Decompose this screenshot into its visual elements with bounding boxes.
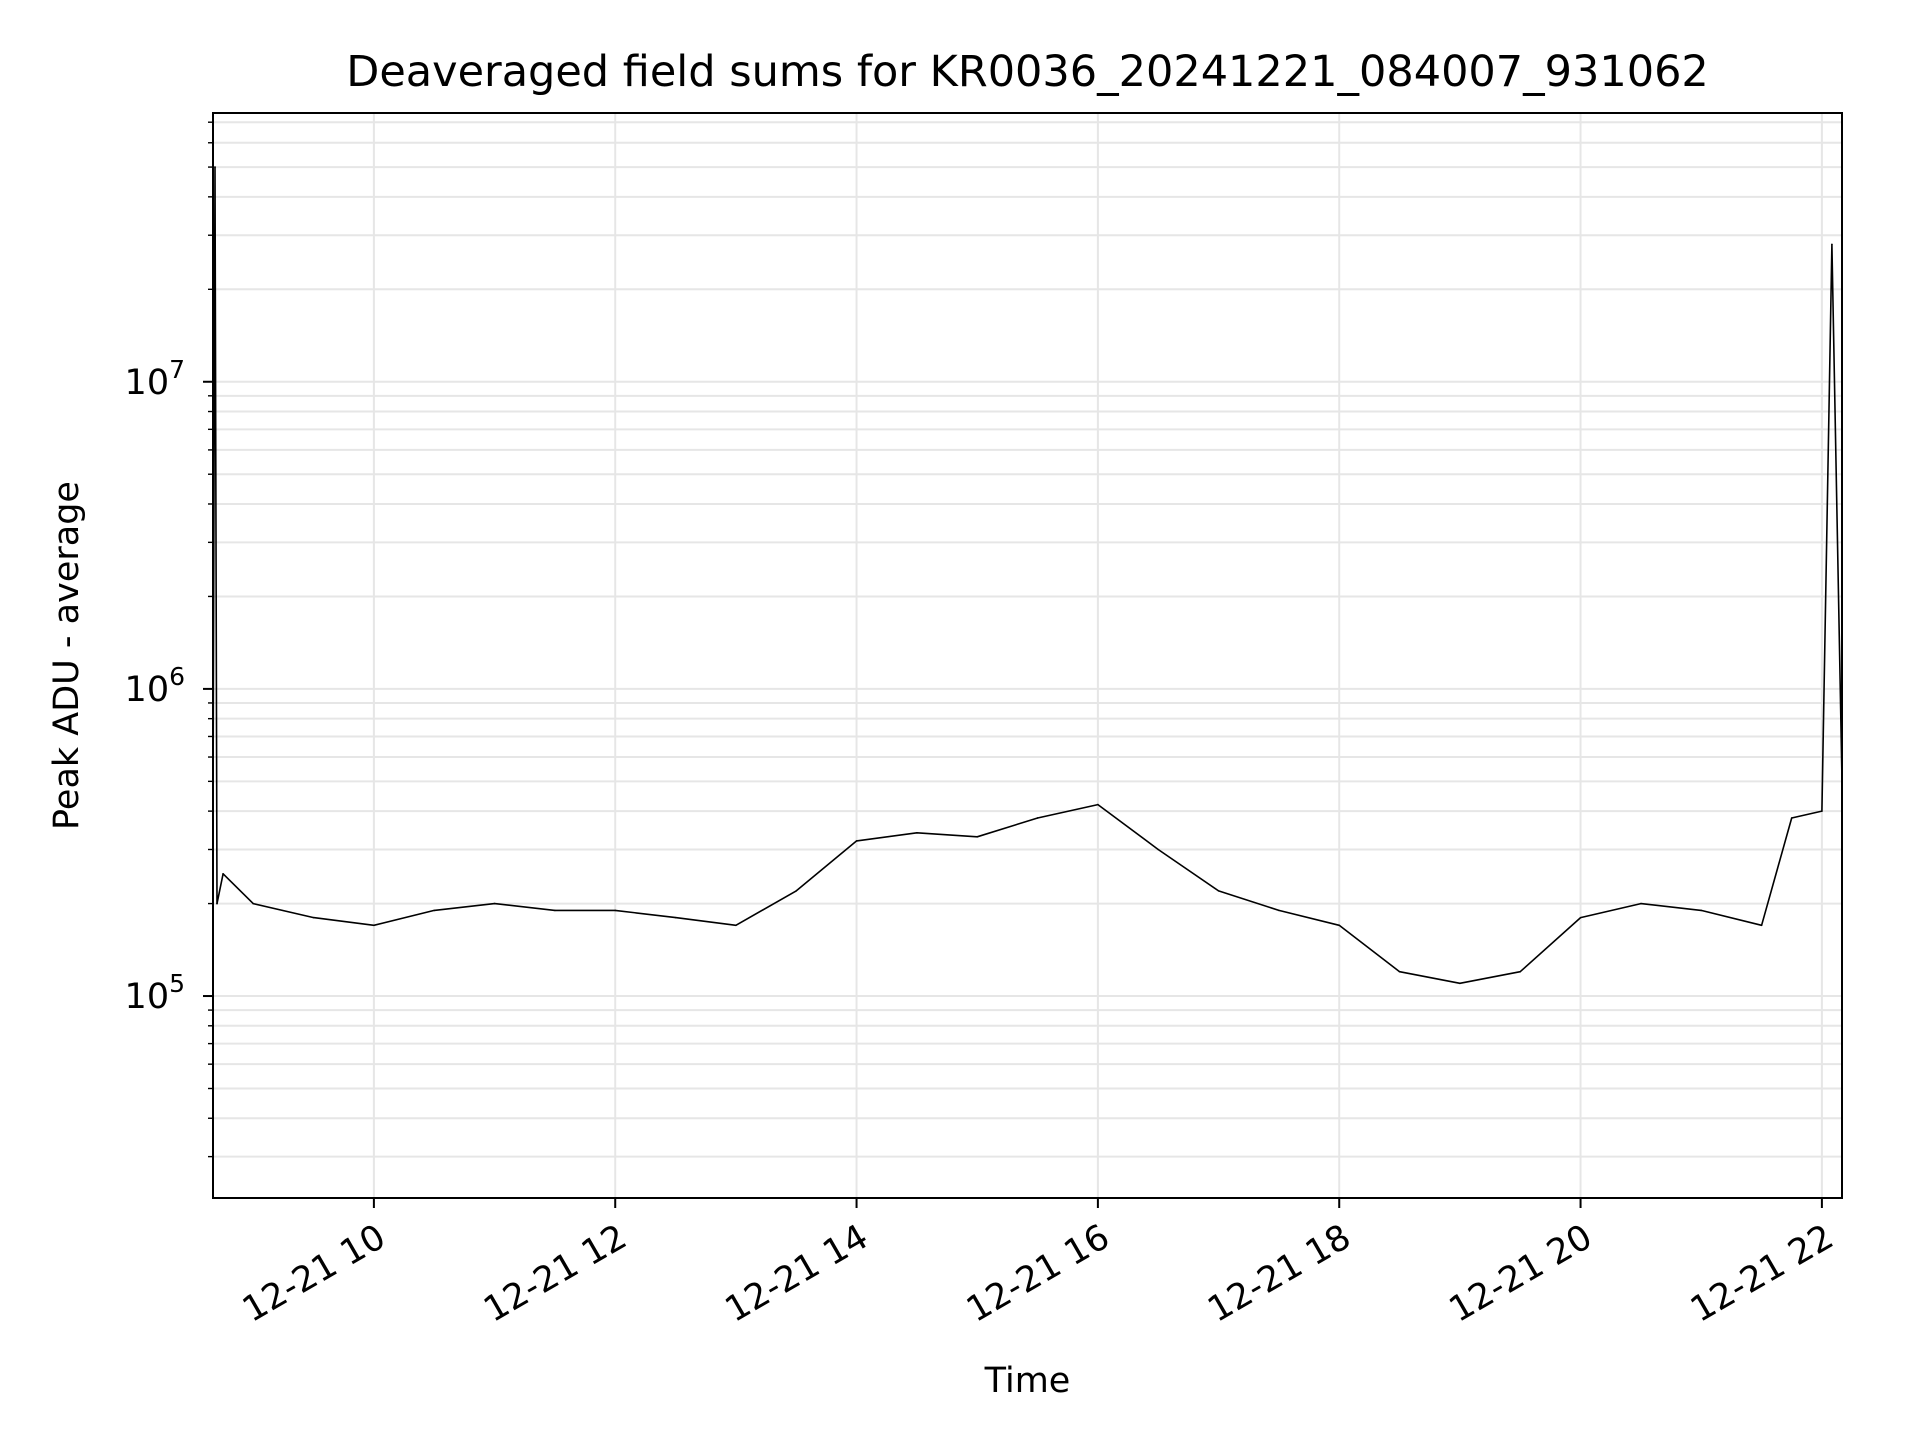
data-point xyxy=(1278,909,1280,912)
data-point xyxy=(252,902,255,905)
y-tick-label-exponent: 7 xyxy=(169,355,185,384)
grid xyxy=(213,113,1842,1198)
series-layer xyxy=(212,166,1843,985)
data-point xyxy=(1459,982,1461,985)
data-point xyxy=(433,909,436,912)
data-point xyxy=(735,924,737,927)
data-point xyxy=(1036,817,1039,819)
y-tick-label-exponent: 5 xyxy=(169,969,185,998)
data-point xyxy=(976,835,979,838)
data-point xyxy=(674,916,677,919)
data-point xyxy=(795,890,798,892)
data-point xyxy=(1579,916,1582,919)
plot-frame xyxy=(212,112,1843,1199)
chart-title: Deaveraged field sums for KR0036_2024122… xyxy=(346,47,1709,97)
series-line xyxy=(212,166,1843,985)
data-point xyxy=(855,840,858,842)
data-point xyxy=(554,909,556,912)
y-tick-label-base: 10 xyxy=(125,670,170,710)
y-tick-label-base: 10 xyxy=(125,977,170,1017)
data-point xyxy=(1831,243,1833,246)
data-point xyxy=(614,909,617,912)
data-point xyxy=(1700,909,1703,912)
y-tick-label: 106 xyxy=(125,662,185,710)
y-tick-label: 107 xyxy=(125,355,185,403)
data-point xyxy=(1519,970,1522,973)
data-point xyxy=(1217,890,1220,892)
y-tick-label-exponent: 6 xyxy=(169,662,185,691)
data-point xyxy=(1790,817,1793,819)
data-point xyxy=(1760,924,1763,927)
data-point xyxy=(1821,810,1823,812)
data-point xyxy=(493,902,496,905)
data-point xyxy=(1338,924,1341,927)
y-tick-label: 105 xyxy=(125,969,185,1017)
data-point xyxy=(916,831,918,834)
data-point xyxy=(373,924,375,927)
y-tick-label-base: 10 xyxy=(125,363,170,403)
data-point xyxy=(216,902,218,905)
data-point xyxy=(214,166,216,168)
data-point xyxy=(222,873,224,875)
data-point xyxy=(1157,848,1160,851)
data-point xyxy=(312,916,315,919)
x-axis-title: Time xyxy=(984,1361,1071,1401)
y-axis-title: Peak ADU - average xyxy=(47,481,87,830)
data-point xyxy=(1398,970,1401,973)
data-point xyxy=(1640,902,1642,905)
data-point xyxy=(1097,803,1099,806)
